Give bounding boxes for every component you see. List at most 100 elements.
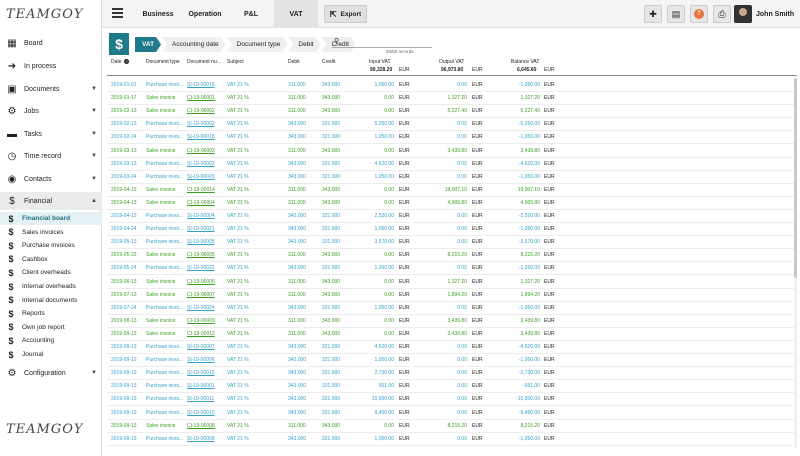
sidebar-item-jobs[interactable]: ⚙ Jobs ▼ [0, 102, 102, 120]
table-row[interactable]: 2019-03-13 Purchase invoi... SI-19-00003 VA… [107, 158, 797, 171]
table-row[interactable]: 2019-02-13 Purchase invoi... SI-19-00002 VA… [107, 118, 797, 132]
cell-docnum[interactable]: CI-19-00009 [187, 317, 215, 324]
sidebar-subitem-reports[interactable]: $ Reports [0, 307, 102, 320]
cell-docnum[interactable]: CI-19-00006 [187, 278, 215, 285]
chevron-down-icon[interactable]: ▼ [91, 86, 97, 92]
cell-docnum[interactable]: SI-19-00003 [187, 160, 215, 167]
help-button[interactable]: ? [690, 5, 708, 23]
cell-docnum[interactable]: CI-19-00005 [187, 252, 215, 259]
crumb-credit[interactable]: Credit [322, 37, 356, 52]
scrollbar-thumb[interactable] [794, 78, 797, 278]
cell-docnum[interactable]: SI-19-00009 [187, 435, 215, 442]
cell-docnum[interactable]: SI-19-00016 [187, 82, 215, 88]
table-row[interactable]: 2019-02-13 Sales invoice CI-19-00002 VAT 21… [107, 105, 797, 119]
table-row[interactable]: 2019-05-22 Sales invoice CI-19-00005 VAT 21… [107, 249, 797, 263]
table-row[interactable]: 2019-04-13 Sales invoice CI-19-00014 VAT 21… [107, 184, 797, 197]
table-row[interactable]: 2019-04-13 Purchase invoi... SI-19-00004 VA… [107, 210, 797, 224]
app-logo[interactable]: TEAMGOY [0, 0, 101, 28]
table-row[interactable]: 2019-02-24 Purchase invoi... SI-19-00018 VA… [107, 131, 797, 145]
cell-docnum[interactable]: CI-19-00007 [187, 291, 215, 298]
table-row[interactable]: 2019-03-24 Purchase invoi... SI-19-00020 VA… [107, 171, 797, 184]
cell-docnum[interactable]: CI-19-00008 [187, 422, 215, 429]
crumb-vat[interactable]: VAT [135, 37, 161, 52]
cell-docnum[interactable]: SI-19-00006 [187, 357, 215, 364]
sidebar-subitem-sales-invoices[interactable]: $ Sales invoices [0, 226, 102, 239]
table-row[interactable]: 2019-09-13 Purchase invoi... SI-19-00007 VA… [107, 341, 797, 355]
chevron-down-icon[interactable]: ▼ [91, 108, 97, 114]
crumb-document-type[interactable]: Document type [227, 37, 288, 52]
col-docnum[interactable]: Document nu... [187, 59, 221, 65]
sidebar-item-board[interactable]: ▦ Board [0, 34, 102, 52]
notes-button[interactable]: ▤ [667, 5, 685, 23]
cell-docnum[interactable]: CI-19-00001 [187, 95, 215, 102]
table-row[interactable]: 2019-08-13 Sales invoice CI-19-00009 VAT 21… [107, 315, 797, 328]
sidebar-subitem-accounting[interactable]: $ Accounting [0, 334, 102, 347]
col-input-vat[interactable]: Input VAT [369, 59, 391, 65]
cell-docnum[interactable]: SI-19-00018 [187, 134, 215, 141]
sidebar-subitem-client-overheads[interactable]: $ Client overheads [0, 266, 102, 279]
cell-docnum[interactable]: SI-19-00020 [187, 173, 215, 180]
cell-docnum[interactable]: CI-19-00004 [187, 199, 215, 206]
col-doctype[interactable]: Document type [146, 59, 180, 65]
table-row[interactable]: 2019-07-24 Purchase invoi... SI-19-00024 VA… [107, 302, 797, 315]
sidebar-item-time-record[interactable]: ◷ Time record ▼ [0, 147, 102, 165]
tab-vat[interactable]: VAT [274, 0, 318, 28]
cell-docnum[interactable]: SI-19-00021 [187, 226, 215, 233]
sidebar-item-financial[interactable]: $ Financial ▲ [0, 192, 102, 210]
table-row[interactable]: 2019-09-13 Purchase invoi... SI-19-00011 VA… [107, 393, 797, 407]
crumb-debit[interactable]: Debit [288, 37, 320, 52]
cell-docnum[interactable]: SI-19-00011 [187, 396, 215, 403]
table-row[interactable]: 2019-04-13 Sales invoice CI-19-00004 VAT 21… [107, 197, 797, 210]
table-row[interactable]: 2019-09-13 Sales invoice CI-19-00008 VAT 21… [107, 420, 797, 433]
table-row[interactable]: 2019-09-13 Purchase invoi... SI-19-00013 VA… [107, 367, 797, 381]
user-menu[interactable]: John Smith [734, 4, 797, 24]
crumb-accounting-date[interactable]: Accounting date [162, 37, 226, 52]
table-row[interactable]: 2019-09-13 Purchase invoi... SI-19-00001 VA… [107, 380, 797, 394]
cell-docnum[interactable]: SI-19-00007 [187, 344, 215, 350]
sidebar-subitem-journal[interactable]: $ Journal [0, 348, 102, 361]
table-row[interactable]: 2019-05-24 Purchase invoi... SI-19-00022 VA… [107, 262, 797, 276]
sidebar-subitem-cashbox[interactable]: $ Cashbox [0, 253, 102, 266]
sidebar-subitem-financial-board[interactable]: $ Financial board [0, 212, 102, 225]
tab-operation[interactable]: Operation [188, 10, 222, 18]
sidebar-item-in-process[interactable]: ➔ In process [0, 57, 102, 75]
export-button[interactable]: ⇱ Export [324, 5, 367, 23]
sidebar-item-tasks[interactable]: ▬ Tasks ▼ [0, 125, 102, 143]
table-row[interactable]: 2019-01-17 Sales invoice CI-19-00001 VAT 21… [107, 92, 797, 106]
chevron-down-icon[interactable]: ▼ [91, 153, 97, 159]
col-credit[interactable]: Credit [322, 59, 336, 65]
col-subject[interactable]: Subject [227, 59, 244, 65]
chevron-up-icon[interactable]: ▲ [91, 198, 97, 204]
cell-docnum[interactable]: CI-19-00003 [187, 147, 215, 154]
add-button[interactable]: ✚ [644, 5, 662, 23]
cell-docnum[interactable]: SI-19-00005 [187, 239, 215, 246]
scrollbar[interactable] [794, 78, 797, 448]
print-button[interactable]: ⎙ [713, 5, 731, 23]
cell-docnum[interactable]: SI-19-00002 [187, 121, 215, 128]
sidebar-subitem-internal-documents[interactable]: $ Internal documents [0, 294, 102, 307]
menu-toggle-icon[interactable] [112, 8, 123, 18]
sidebar-item-documents[interactable]: ▣ Documents ▼ [0, 80, 102, 98]
chevron-down-icon[interactable]: ▼ [91, 131, 97, 137]
table-row[interactable]: 2019-09-13 Purchase invoi... SI-19-00009 VA… [107, 433, 797, 446]
table-row[interactable]: 2019-09-13 Sales invoice CI-19-00012 VAT 21… [107, 328, 797, 341]
cell-docnum[interactable]: SI-19-00010 [187, 409, 215, 416]
table-row[interactable]: 2019-05-13 Purchase invoi... SI-19-00005 VA… [107, 236, 797, 250]
table-row[interactable]: 2019-09-13 Purchase invoi... SI-19-00006 VA… [107, 354, 797, 368]
cell-docnum[interactable]: CI-19-00014 [187, 186, 215, 193]
col-date[interactable]: Date ? [111, 59, 129, 65]
cell-docnum[interactable]: CI-19-00002 [187, 108, 215, 115]
table-row[interactable]: 2019-09-13 Purchase invoi... SI-19-00010 VA… [107, 407, 797, 420]
cell-docnum[interactable]: CI-19-00012 [187, 330, 215, 337]
table-row[interactable]: 2019-04-24 Purchase invoi... SI-19-00021 VA… [107, 223, 797, 237]
cell-docnum[interactable]: SI-19-00013 [187, 370, 215, 377]
sidebar-subitem-own-job-report[interactable]: $ Own job report [0, 321, 102, 334]
table-row[interactable]: 2019-03-13 Sales invoice CI-19-00003 VAT 21… [107, 145, 797, 158]
tab-business[interactable]: Business [142, 10, 174, 18]
cell-docnum[interactable]: SI-19-00022 [187, 265, 215, 272]
cell-docnum[interactable]: SI-19-00004 [187, 213, 215, 219]
table-row[interactable]: 2019-07-13 Sales invoice CI-19-00007 VAT 21… [107, 289, 797, 302]
help-icon[interactable]: ? [123, 59, 129, 64]
cell-docnum[interactable]: SI-19-00001 [187, 383, 215, 390]
chevron-down-icon[interactable]: ▼ [91, 370, 97, 376]
